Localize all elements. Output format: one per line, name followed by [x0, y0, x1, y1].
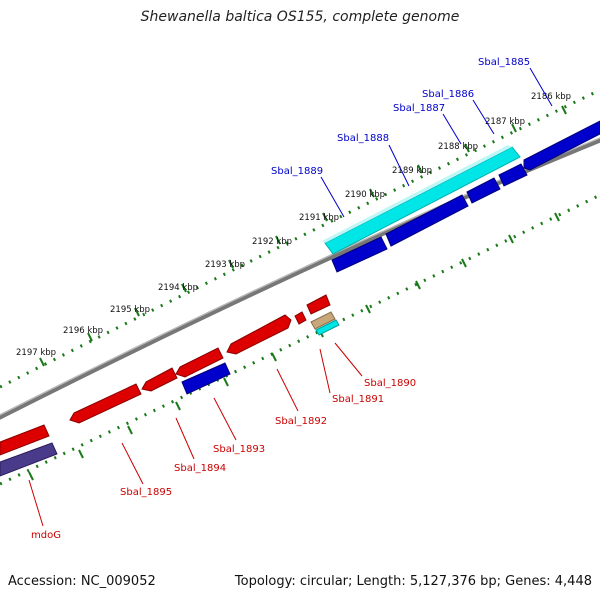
- outer-major-ticks: [39, 105, 567, 367]
- label-sbal-1886[interactable]: Sbal_1886: [422, 89, 474, 100]
- label-sbal-1891[interactable]: Sbal_1891: [332, 394, 384, 405]
- topology-text: Topology: circular; Length: 5,127,376 bp…: [234, 574, 592, 589]
- label-sbal-1893[interactable]: Sbal_1893: [213, 444, 265, 455]
- kbp-label: 2193 kbp: [205, 260, 245, 270]
- genome-backbone: [0, 137, 600, 420]
- gene-sbal-1887[interactable]: [466, 177, 501, 204]
- inner-major-ticks: [28, 212, 560, 481]
- gene-sbal-1886[interactable]: [498, 163, 528, 187]
- forward-leaders: [320, 67, 553, 218]
- label-sbal-1894[interactable]: Sbal_1894: [174, 463, 226, 474]
- gene-sbal-1885[interactable]: [523, 120, 600, 171]
- kbp-label: 2191 kbp: [299, 213, 339, 223]
- gene-mdog-red[interactable]: [0, 424, 50, 456]
- kbp-label: 2186 kbp: [531, 92, 571, 102]
- kbp-label: 2194 kbp: [158, 283, 198, 293]
- label-sbal-1895[interactable]: Sbal_1895: [120, 487, 172, 498]
- label-sbal-1885[interactable]: Sbal_1885: [478, 57, 530, 68]
- gene-sbal-1894[interactable]: [141, 367, 178, 392]
- gene-mdog[interactable]: [0, 442, 58, 477]
- gene-sbal-1889b[interactable]: [331, 236, 388, 273]
- reverse-leaders: [28, 342, 363, 527]
- gene-sbal-1893-red[interactable]: [175, 347, 224, 378]
- kbp-label: 2197 kbp: [16, 348, 56, 358]
- kbp-label: 2189 kbp: [392, 166, 432, 176]
- label-sbal-1889[interactable]: Sbal_1889: [271, 166, 323, 177]
- map-title: Shewanella baltica OS155, complete genom…: [140, 9, 460, 25]
- accession-text: Accession: NC_009052: [8, 574, 156, 589]
- kbp-label: 2195 kbp: [110, 305, 150, 315]
- label-sbal-1890[interactable]: Sbal_1890: [364, 378, 416, 389]
- gene-sbal-1893[interactable]: [181, 362, 231, 395]
- gene-sbal-1888[interactable]: [385, 194, 469, 247]
- kbp-label: 2192 kbp: [252, 237, 292, 247]
- label-sbal-1892[interactable]: Sbal_1892: [275, 416, 327, 427]
- kbp-label: 2196 kbp: [63, 326, 103, 336]
- label-mdog[interactable]: mdoG: [31, 530, 61, 541]
- kbp-label: 2188 kbp: [438, 142, 478, 152]
- gene-sbal-1889-top: [322, 145, 512, 243]
- kbp-label: 2190 kbp: [345, 190, 385, 200]
- label-sbal-1888[interactable]: Sbal_1888: [337, 133, 389, 144]
- gene-sbal-1892[interactable]: [226, 314, 292, 355]
- gene-sbal-1892a[interactable]: [306, 294, 331, 315]
- gene-sbal-1890[interactable]: [315, 319, 340, 336]
- gene-sbal-1891[interactable]: [310, 311, 336, 330]
- gene-sbal-1895[interactable]: [69, 383, 142, 424]
- gene-sbal-1889[interactable]: [324, 146, 521, 255]
- kbp-label: 2187 kbp: [485, 117, 525, 127]
- gene-sbal-1892b[interactable]: [294, 311, 307, 325]
- label-sbal-1887[interactable]: Sbal_1887: [393, 103, 445, 114]
